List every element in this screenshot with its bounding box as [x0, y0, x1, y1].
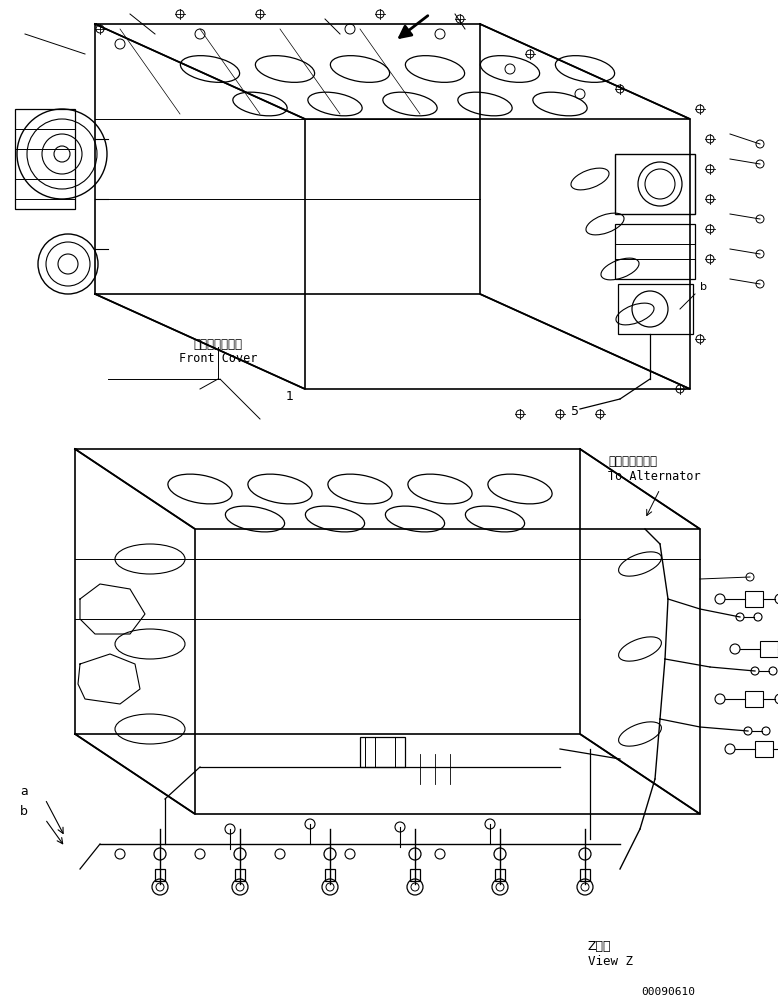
Text: a: a [20, 784, 28, 797]
Text: To Alternator: To Alternator [608, 469, 701, 482]
Bar [580, 870, 590, 881]
Bar [745, 592, 763, 608]
Bar [155, 870, 165, 881]
Bar [495, 870, 505, 881]
Text: b: b [20, 804, 28, 817]
Text: View Z: View Z [588, 954, 633, 967]
Bar [618, 285, 693, 335]
Bar [410, 870, 420, 881]
Bar [15, 110, 75, 210]
Bar [755, 741, 773, 757]
Bar [760, 641, 778, 657]
Text: オルタネータヘ: オルタネータヘ [608, 454, 657, 467]
Bar [325, 870, 335, 881]
Bar [235, 870, 245, 881]
Text: Front Cover: Front Cover [179, 352, 258, 365]
Text: フロントカバー: フロントカバー [194, 338, 243, 351]
Text: Z　視: Z 視 [588, 939, 612, 952]
Bar [615, 225, 695, 280]
Text: 5: 5 [571, 404, 579, 417]
Text: 00090610: 00090610 [641, 986, 695, 996]
Text: 1: 1 [286, 389, 294, 402]
Bar [360, 737, 405, 767]
Text: b: b [700, 282, 707, 292]
Bar [615, 154, 695, 215]
Bar [745, 691, 763, 707]
